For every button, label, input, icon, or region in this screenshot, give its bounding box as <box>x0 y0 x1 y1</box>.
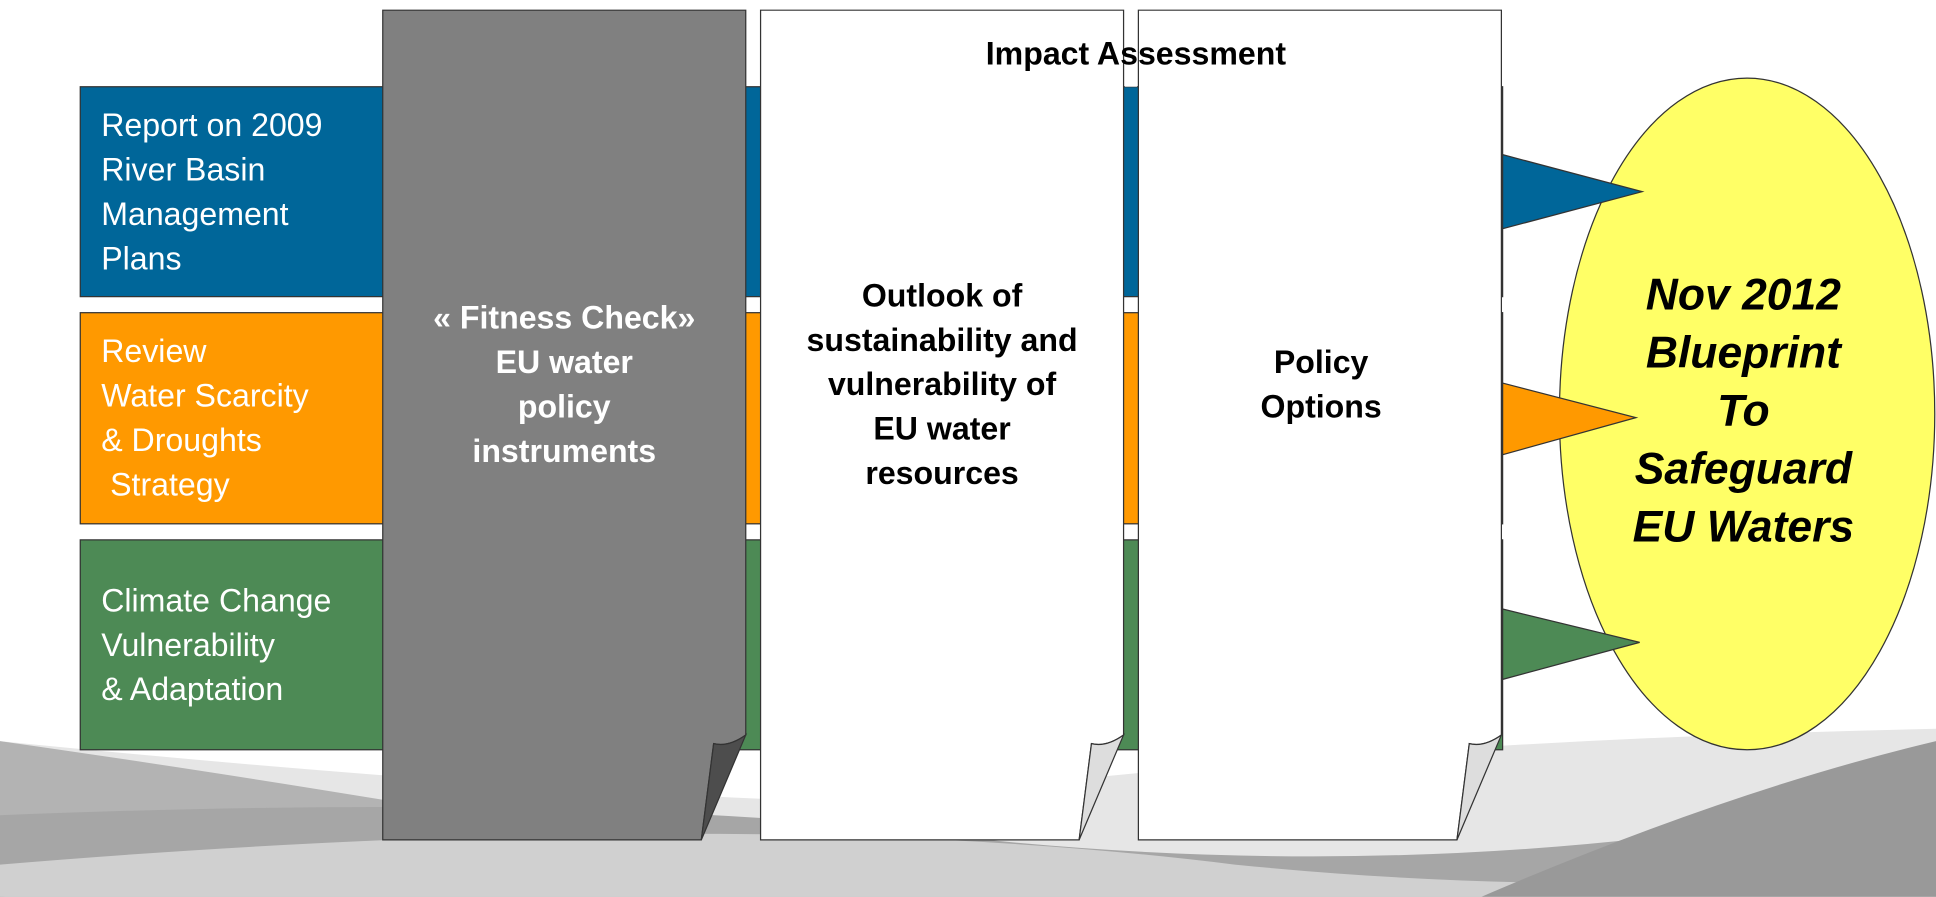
stream-label: Plans <box>101 240 181 276</box>
blueprint-label: EU Waters <box>1633 503 1854 552</box>
outlook-label: sustainability and <box>807 322 1078 358</box>
arrow-orange <box>1502 382 1639 456</box>
blueprint-label: Safeguard <box>1635 445 1853 494</box>
wave <box>0 833 1936 897</box>
doc-curl <box>1078 733 1125 841</box>
stream-label: River Basin <box>101 151 265 187</box>
fitness-label: « Fitness Check» <box>433 300 695 336</box>
blueprint-label: Blueprint <box>1646 329 1843 378</box>
outlook-label: Outlook of <box>862 277 1023 313</box>
stream-label: Water Scarcity <box>101 377 308 413</box>
policy-label: Options <box>1261 388 1382 424</box>
impact-title: Impact Assessment <box>986 35 1287 71</box>
blueprint-label: To <box>1717 387 1770 436</box>
fitness-label: policy <box>518 388 611 424</box>
stream-label: Vulnerability <box>101 627 275 663</box>
stream-label: Review <box>101 333 207 369</box>
outlook-label: vulnerability of <box>828 366 1057 402</box>
outlook-label: EU water <box>873 411 1010 447</box>
doc-fitness <box>382 9 747 841</box>
stream-label: Report on 2009 <box>101 107 322 143</box>
outlook-label: resources <box>865 455 1018 491</box>
fitness-label: EU water <box>496 344 633 380</box>
arrow-blue <box>1502 153 1645 230</box>
stream-label: Strategy <box>101 466 229 502</box>
stream-label: & Adaptation <box>101 671 283 707</box>
stream-label: Management <box>101 196 288 232</box>
gap-cover <box>1124 25 1138 87</box>
stream-label: & Droughts <box>101 422 262 458</box>
fitness-label: instruments <box>472 433 656 469</box>
doc-curl <box>1456 733 1503 841</box>
doc-policy <box>1137 9 1503 841</box>
stream-label: Climate Change <box>101 582 331 618</box>
blueprint-label: Nov 2012 <box>1646 271 1841 320</box>
policy-label: Policy <box>1274 344 1369 380</box>
doc-curl <box>700 733 748 841</box>
arrow-green <box>1502 608 1640 681</box>
wave <box>1481 741 1936 897</box>
